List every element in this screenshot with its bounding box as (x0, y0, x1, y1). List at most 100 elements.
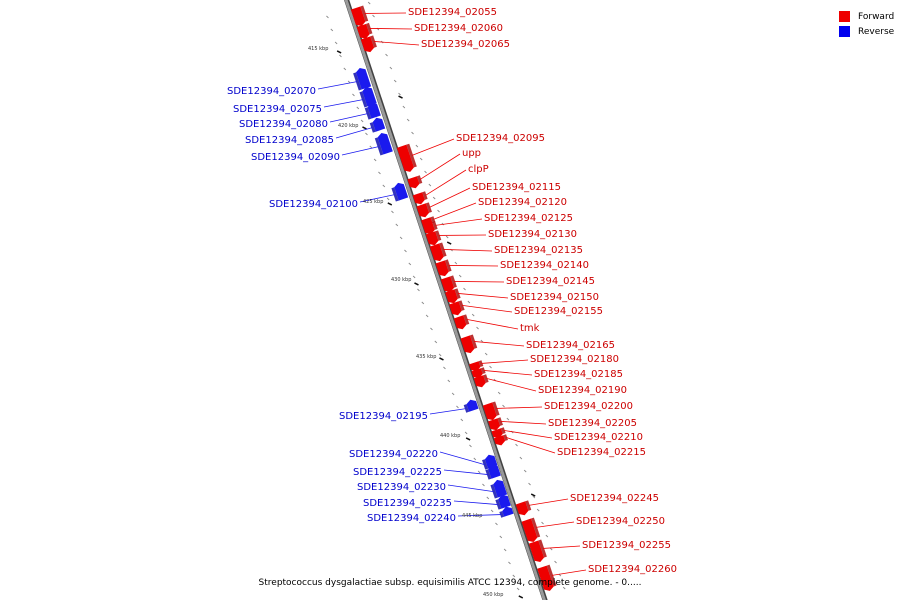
tick-mark (432, 196, 436, 200)
gene-arrow-SDE12394_02250 (521, 518, 538, 542)
tick-mark (443, 366, 446, 370)
gene-label: SDE12394_02200 (544, 401, 633, 412)
leader-line (454, 281, 505, 283)
tick-mark (516, 587, 520, 591)
leader-line (329, 113, 368, 123)
kbp-label: 415 kbp (308, 46, 328, 52)
tick-mark (484, 352, 488, 356)
tick-mark (430, 327, 433, 331)
leader-line (429, 408, 466, 415)
gene-arrow-SDE12394_02100 (394, 182, 409, 201)
leader-line (483, 370, 533, 376)
gene-features (350, 5, 557, 591)
gene-arrow-SDE12394_02255 (528, 540, 545, 563)
tick-mark (476, 326, 479, 330)
gene-arrow-shade (374, 137, 384, 156)
gene-label: SDE12394_02090 (251, 152, 340, 163)
tick-mark (412, 275, 416, 279)
gene-arrow-shade (364, 107, 372, 120)
gene-label: SDE12394_02210 (554, 432, 643, 443)
forward-swatch (839, 11, 850, 22)
gene-arrow-SDE12394_02180 (469, 361, 481, 372)
tick-mark (495, 522, 498, 526)
leader-line (457, 514, 502, 517)
leader-line (374, 41, 420, 46)
tick-mark (399, 236, 403, 240)
tick-mark (482, 483, 485, 487)
gene-arrow-shade (538, 539, 547, 558)
tick-mark (365, 132, 368, 136)
tick-mark (369, 145, 373, 149)
tick-mark (471, 313, 475, 317)
gene-label: SDE12394_02080 (239, 119, 328, 130)
gene-arrow-SDE12394_02260 (537, 565, 554, 591)
tick-mark (408, 262, 412, 266)
tick-mark (404, 249, 407, 253)
tick-mark (467, 300, 471, 304)
tick-mark (536, 508, 540, 512)
gene-arrow-shade (406, 143, 417, 168)
tick-mark (503, 548, 507, 552)
legend-reverse-label: Reverse (858, 26, 895, 37)
gene-label: SDE12394_02190 (538, 385, 627, 396)
gene-arrow-shade (366, 22, 373, 35)
leader-line (503, 430, 553, 439)
tick-mark (508, 561, 511, 565)
tick-mark (447, 379, 451, 383)
gene-arrow-shade (444, 259, 452, 272)
tick-mark (497, 391, 501, 395)
kbp-label: 450 kbp (483, 592, 503, 598)
tick-mark (343, 67, 347, 71)
gene-arrow-SDE12394_02060 (356, 23, 370, 39)
tick-mark (490, 509, 494, 513)
tick-mark (458, 274, 462, 278)
gene-label: SDE12394_02085 (245, 135, 334, 146)
tick-mark (463, 287, 466, 291)
tick-mark (541, 521, 544, 525)
tick-mark (425, 314, 429, 318)
tick-mark (438, 353, 442, 357)
gene-arrow-shade (353, 72, 362, 91)
gene-arrow-SDE12394_02230 (493, 479, 508, 498)
tick-mark (419, 157, 423, 161)
gene-arrow-shade (546, 564, 557, 587)
gene-arrow-shade (458, 300, 465, 311)
gene-arrow-SDE12394_02195 (466, 399, 479, 412)
gene-arrow-shade (482, 459, 489, 470)
gene-arrow-tmk (453, 315, 467, 330)
leader-line (317, 81, 357, 90)
gene-arrow-SDE12394_02245 (515, 501, 529, 516)
gene-arrow-SDE12394_02165 (460, 335, 475, 354)
gene-arrow-shade (480, 367, 486, 374)
gene-arrow-shade (432, 221, 438, 230)
tick-mark (454, 261, 458, 265)
gene-arrow-shade (454, 288, 461, 299)
gene-arrow-shade (463, 314, 470, 325)
leader-line (443, 249, 493, 252)
leader-line (536, 521, 575, 528)
gene-label: SDE12394_02125 (484, 213, 573, 224)
gene-arrow-shade (495, 499, 502, 510)
tick-marks (326, 1, 566, 599)
gene-label: SDE12394_02070 (227, 86, 316, 97)
kbp-label: 440 kbp (440, 433, 460, 439)
tick-mark (562, 586, 566, 590)
major-tick (518, 595, 524, 599)
tick-mark (489, 365, 492, 369)
gene-label: SDE12394_02180 (530, 354, 619, 365)
tick-mark (373, 158, 377, 162)
tick-mark (549, 547, 553, 551)
gene-arrow-shade (370, 35, 377, 48)
leader-line (435, 218, 483, 226)
gene-arrow-SDE12394_02215 (493, 435, 506, 446)
tick-mark (528, 482, 531, 486)
tick-mark (356, 106, 360, 110)
tick-mark (372, 14, 375, 18)
gene-label: SDE12394_02060 (414, 23, 503, 34)
reverse-swatch (839, 26, 850, 37)
gene-arrow-shade (497, 417, 503, 426)
tick-mark (545, 534, 549, 538)
gene-label: SDE12394_02260 (588, 564, 677, 575)
tick-mark (486, 496, 490, 500)
